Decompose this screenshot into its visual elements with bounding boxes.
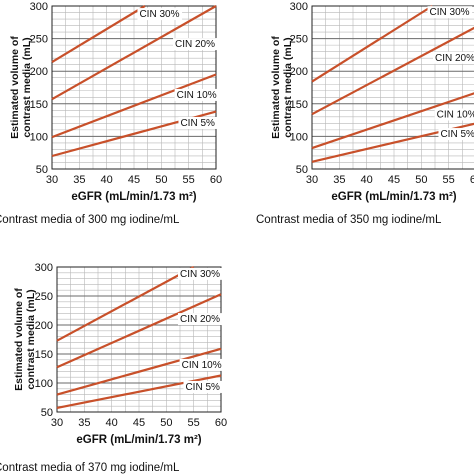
x-tick-label: 30 bbox=[51, 417, 63, 429]
plot-frame bbox=[311, 5, 474, 170]
x-tick-label: 35 bbox=[333, 174, 345, 186]
y-tick-label: 200 bbox=[30, 66, 48, 78]
y-tick-label: 150 bbox=[290, 99, 308, 111]
x-tick-label: 30 bbox=[306, 174, 318, 186]
series-label-background bbox=[183, 380, 223, 393]
x-tick-label: 45 bbox=[388, 174, 400, 186]
series-line-1 bbox=[56, 266, 195, 342]
series-label: CIN 30% bbox=[139, 9, 179, 20]
y-tick-label: 100 bbox=[290, 131, 308, 143]
series-line-1 bbox=[51, 5, 146, 64]
series-label-background bbox=[178, 267, 223, 280]
series-label-background bbox=[434, 108, 474, 121]
x-tick-label: 60 bbox=[470, 174, 474, 186]
y-axis-label: Estimated volume of bbox=[9, 36, 21, 139]
series-label-background bbox=[174, 88, 220, 101]
chart-panel-2: 50 100 150 200 250 300 30 35 40 45 50 55 60 Estimated… bbox=[256, 1, 474, 226]
x-tick-label: 40 bbox=[106, 417, 118, 429]
x-tick-label: 60 bbox=[210, 174, 222, 186]
y-tick-label: 100 bbox=[30, 131, 48, 143]
series-label: CIN 5% bbox=[185, 382, 220, 393]
series-label-background bbox=[433, 51, 474, 64]
series-label: CIN 10% bbox=[437, 109, 474, 120]
series-label: CIN 10% bbox=[182, 360, 222, 371]
x-axis-label: eGFR (mL/min/1.73 m²) bbox=[76, 434, 201, 446]
chart-caption: Contrast media of 370 mg iodine/mL bbox=[0, 462, 180, 474]
chart-panel-3: 50 100 150 200 250 300 30 35 40 45 50 55 60 Estimated… bbox=[0, 262, 227, 474]
y-tick-label: 300 bbox=[35, 262, 53, 274]
x-tick-label: 50 bbox=[160, 417, 172, 429]
y-tick-label: 50 bbox=[41, 407, 53, 419]
x-tick-label: 40 bbox=[361, 174, 373, 186]
y-tick-label: 300 bbox=[30, 1, 48, 13]
series-line-3 bbox=[56, 347, 222, 396]
series-label: CIN 20% bbox=[435, 53, 474, 64]
series-line-3 bbox=[311, 92, 474, 150]
y-tick-label: 50 bbox=[296, 164, 308, 176]
y-axis-label: contrast media (mL) bbox=[21, 37, 33, 137]
series-label: CIN 10% bbox=[177, 90, 217, 101]
series-line-1 bbox=[311, 5, 433, 83]
series-label-background bbox=[137, 8, 183, 21]
x-tick-label: 55 bbox=[188, 417, 200, 429]
series-label: CIN 20% bbox=[175, 39, 215, 50]
y-tick-label: 200 bbox=[290, 66, 308, 78]
series-line-2 bbox=[311, 26, 474, 116]
series-label-background bbox=[178, 313, 223, 326]
y-tick-label: 250 bbox=[30, 34, 48, 46]
y-tick-label: 250 bbox=[35, 291, 53, 303]
series-label: CIN 30% bbox=[430, 7, 470, 18]
y-tick-label: 100 bbox=[35, 378, 53, 390]
series-label-background bbox=[427, 6, 473, 19]
series-label-background bbox=[173, 38, 218, 51]
x-tick-label: 60 bbox=[215, 417, 227, 429]
y-axis-label: contrast media (mL) bbox=[25, 289, 37, 389]
chart-caption: Contrast media of 300 mg iodine/mL bbox=[0, 214, 180, 226]
x-tick-label: 55 bbox=[183, 174, 195, 186]
series-line-3 bbox=[51, 73, 217, 139]
series-line-4 bbox=[56, 374, 222, 409]
x-tick-label: 35 bbox=[73, 174, 85, 186]
x-tick-label: 50 bbox=[155, 174, 167, 186]
x-axis-label: eGFR (mL/min/1.73 m²) bbox=[71, 191, 196, 203]
y-tick-label: 200 bbox=[35, 320, 53, 332]
x-tick-label: 30 bbox=[46, 174, 58, 186]
x-tick-label: 45 bbox=[128, 174, 140, 186]
x-tick-label: 35 bbox=[78, 417, 90, 429]
x-tick-label: 55 bbox=[443, 174, 455, 186]
series-label: CIN 5% bbox=[180, 118, 215, 129]
y-tick-label: 50 bbox=[36, 164, 48, 176]
series-label: CIN 20% bbox=[180, 314, 220, 325]
y-tick-label: 250 bbox=[290, 34, 308, 46]
series-label-background bbox=[438, 128, 474, 141]
series-label-background bbox=[179, 358, 225, 371]
series-line-2 bbox=[51, 5, 217, 101]
x-tick-label: 40 bbox=[101, 174, 113, 186]
series-label-background bbox=[178, 116, 218, 129]
series-label: CIN 30% bbox=[180, 269, 220, 280]
y-axis-label: contrast media (mL) bbox=[282, 37, 294, 137]
x-tick-label: 45 bbox=[133, 417, 145, 429]
y-tick-label: 300 bbox=[290, 1, 308, 13]
x-tick-label: 50 bbox=[415, 174, 427, 186]
x-axis-label: eGFR (mL/min/1.73 m²) bbox=[331, 191, 456, 203]
chart-caption: Contrast media of 350 mg iodine/mL bbox=[256, 214, 442, 226]
y-axis-label: Estimated volume of bbox=[13, 288, 25, 391]
series-line-2 bbox=[56, 293, 222, 369]
y-axis-label: Estimated volume of bbox=[270, 36, 282, 139]
series-label: CIN 5% bbox=[440, 129, 474, 140]
y-tick-label: 150 bbox=[30, 99, 48, 111]
plot-frame bbox=[51, 5, 217, 170]
y-tick-label: 150 bbox=[35, 349, 53, 361]
chart-panel-1: 50 100 150 200 250 300 30 35 40 45 50 55 60 Estimated… bbox=[0, 1, 222, 226]
